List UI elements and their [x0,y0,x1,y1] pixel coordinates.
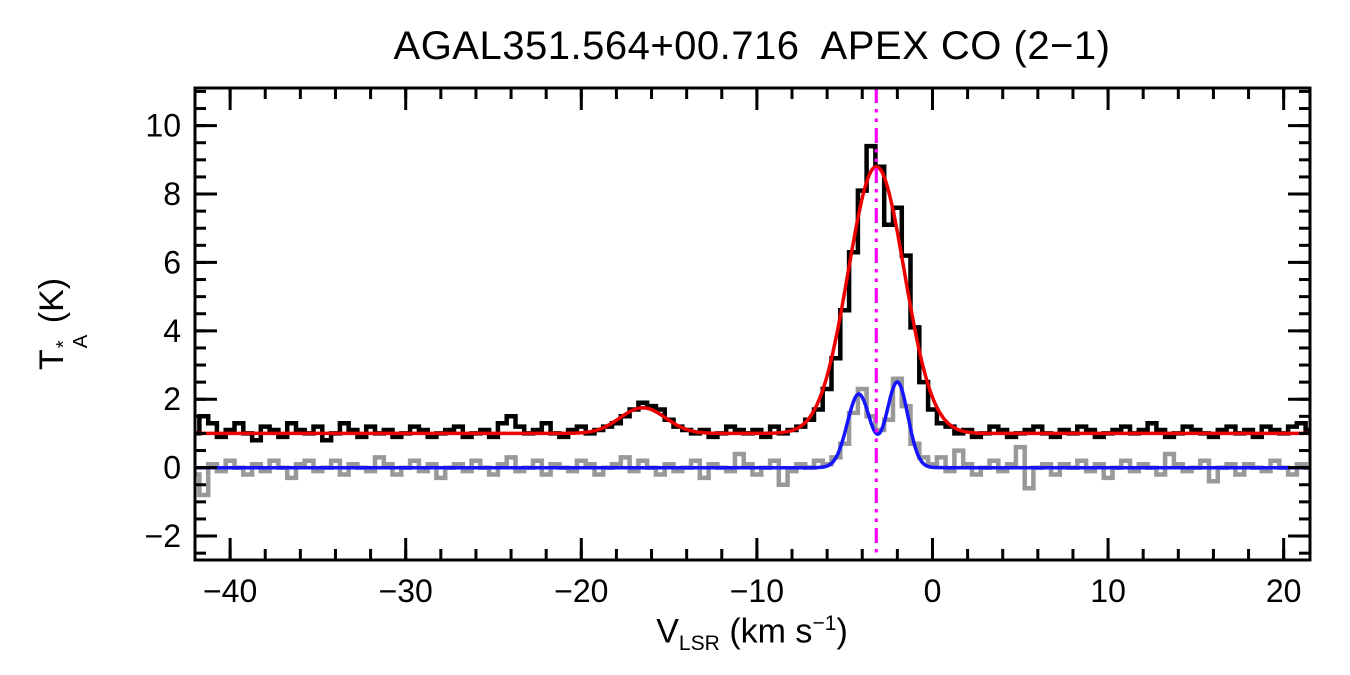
y-axis-label-base: T [33,349,72,371]
black-histogram-spectrum [195,143,1310,443]
x-tick-label: −20 [554,573,608,609]
plot-data-layer [195,88,1310,560]
y-tick-label: −2 [145,518,181,554]
y-axis-label-units: (K) [33,277,72,333]
x-axis-label-units: (km s [719,612,813,651]
blue-gaussian-fit-curve [195,379,1310,470]
x-tick-label: 10 [1090,573,1126,609]
y-axis-label: T * A (K) [33,277,93,371]
x-tick-label: 20 [1266,573,1302,609]
x-tick-label: −40 [203,573,257,609]
y-tick-label: 6 [163,244,181,280]
x-tick-label: 0 [924,573,942,609]
y-tick-label: 8 [163,176,181,212]
y-tick-label: 4 [163,313,181,349]
red-gaussian-fit-curve [195,164,1310,436]
y-tick-label: 2 [163,381,181,417]
plot-title: AGAL351.564+00.716 APEX CO (2−1) [393,24,1111,68]
x-tick-label: −10 [730,573,784,609]
y-axis-label-supsub: * A [53,334,93,349]
x-axis-label-close: ) [836,612,848,651]
x-axis-label-sub: LSR [678,632,720,656]
x-axis-label: VLSR (km s−1) [656,612,848,656]
y-tick-label: 10 [145,108,181,144]
x-axis-label-base: V [656,612,679,651]
y-tick-label: 0 [163,450,181,486]
x-axis-label-sup: −1 [812,612,837,635]
y-axis-label-sub: A [70,334,93,349]
x-tick-label: −30 [379,573,433,609]
